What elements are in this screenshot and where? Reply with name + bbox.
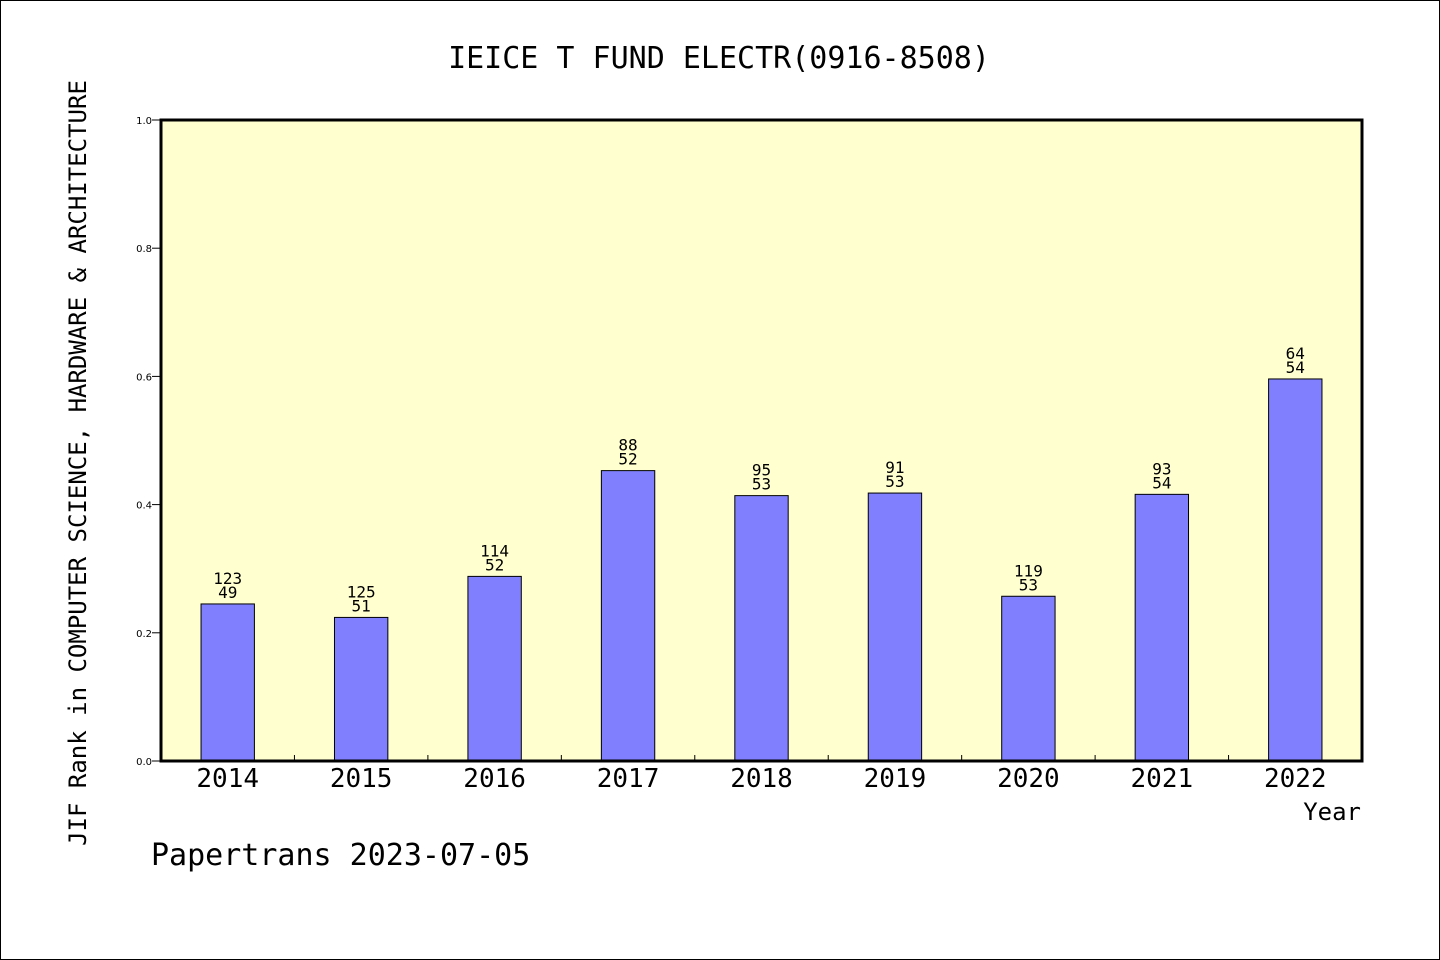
bar-total-label: 54 <box>1152 473 1171 492</box>
bar-2019 <box>867 492 923 762</box>
bar-total-label: 52 <box>618 450 637 469</box>
x-tick-label: 2015 <box>330 764 393 794</box>
y-axis-label: JIF Rank in COMPUTER SCIENCE, HARDWARE &… <box>64 80 92 846</box>
bar-rank-label: 123 <box>213 569 242 588</box>
bar-rank-label: 114 <box>480 541 509 560</box>
footer-credit: Papertrans 2023-07-05 <box>151 838 530 873</box>
bar-2016 <box>467 575 522 762</box>
x-tick-label: 2019 <box>864 764 927 794</box>
chart-title: IEICE T FUND ELECTR(0916-8508) <box>448 41 990 76</box>
bar-2018 <box>734 495 789 762</box>
bar-2014 <box>200 603 255 762</box>
x-tick-label: 2022 <box>1264 764 1327 794</box>
bar-rank-label: 91 <box>885 458 904 477</box>
bar-2021 <box>1134 493 1190 762</box>
y-tick-label: 0.8 <box>136 244 152 255</box>
bar-rank-label: 88 <box>618 436 637 455</box>
y-tick-label: 0.6 <box>136 372 152 383</box>
bars <box>200 378 1323 762</box>
x-tick-label: 2014 <box>196 764 259 794</box>
bar-rank-label: 93 <box>1152 459 1171 478</box>
y-axis: 0.0 0.2 0.4 0.6 0.8 1.0 <box>136 116 161 768</box>
x-tick-label: 2020 <box>997 764 1060 794</box>
x-axis-label: Year <box>1303 798 1361 826</box>
bar-2017 <box>600 470 656 762</box>
bar-total-label: 53 <box>885 472 904 491</box>
x-tick-label: 2016 <box>463 764 526 794</box>
bar-total-label: 54 <box>1286 358 1305 377</box>
x-tick-label: 2018 <box>730 764 793 794</box>
y-tick-label: 0.0 <box>136 757 152 768</box>
bar-total-label: 53 <box>752 475 771 494</box>
bar-total-label: 49 <box>218 583 237 602</box>
bar-total-label: 52 <box>485 555 504 574</box>
bar-total-label: 53 <box>1019 575 1038 594</box>
x-axis: 2014 2015 2016 2017 2018 2019 2020 2021 2022 <box>160 755 1363 794</box>
bar-2022 <box>1268 378 1323 762</box>
bar-rank-label: 64 <box>1286 344 1305 363</box>
bar-total-label: 51 <box>352 596 371 615</box>
x-tick-label: 2017 <box>597 764 660 794</box>
bar-rank-label: 95 <box>752 461 771 480</box>
plot-frame <box>159 118 1364 763</box>
bar-rank-label: 125 <box>347 582 376 601</box>
bar-2015 <box>333 616 389 762</box>
y-tick-label: 0.2 <box>136 629 152 640</box>
bar-2020 <box>1001 595 1056 762</box>
y-tick-label: 1.0 <box>136 116 152 127</box>
x-tick-label: 2021 <box>1131 764 1194 794</box>
bar-rank-label: 119 <box>1014 561 1043 580</box>
y-tick-label: 0.4 <box>136 501 152 512</box>
